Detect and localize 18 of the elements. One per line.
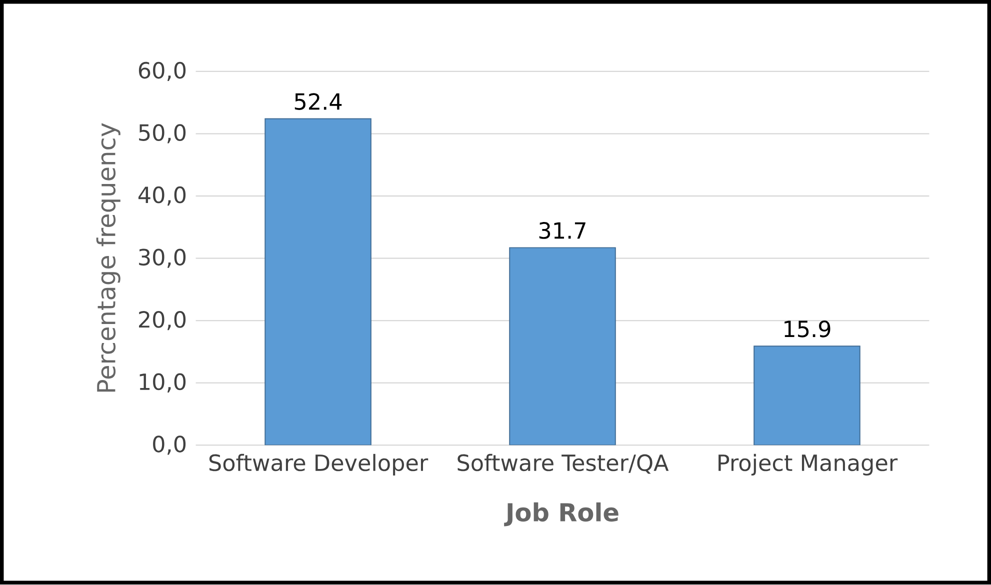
y-tick-label: 60,0 [138, 62, 186, 82]
data-label: 15.9 [784, 320, 830, 338]
y-tick-label: 40,0 [138, 186, 186, 206]
y-tick-label: 0,0 [153, 436, 186, 455]
x-tick-label: Software Developer [209, 454, 428, 476]
y-tick-label: 10,0 [140, 374, 186, 393]
y-tick-label: 30,0 [139, 248, 186, 268]
x-tick-label: Software Tester/QA [458, 454, 669, 474]
data-label: 31.7 [539, 222, 586, 240]
y-tick-label: 50,0 [139, 124, 186, 144]
bar [264, 118, 372, 446]
x-axis-title: Job Role [504, 502, 618, 526]
y-tick-label: 20,0 [139, 311, 186, 330]
bar [754, 346, 860, 446]
data-label: 52.4 [294, 93, 342, 110]
bar [509, 247, 616, 446]
x-tick-label: Project Manager [718, 454, 898, 476]
y-axis-title: Percentage frequency [96, 123, 120, 392]
